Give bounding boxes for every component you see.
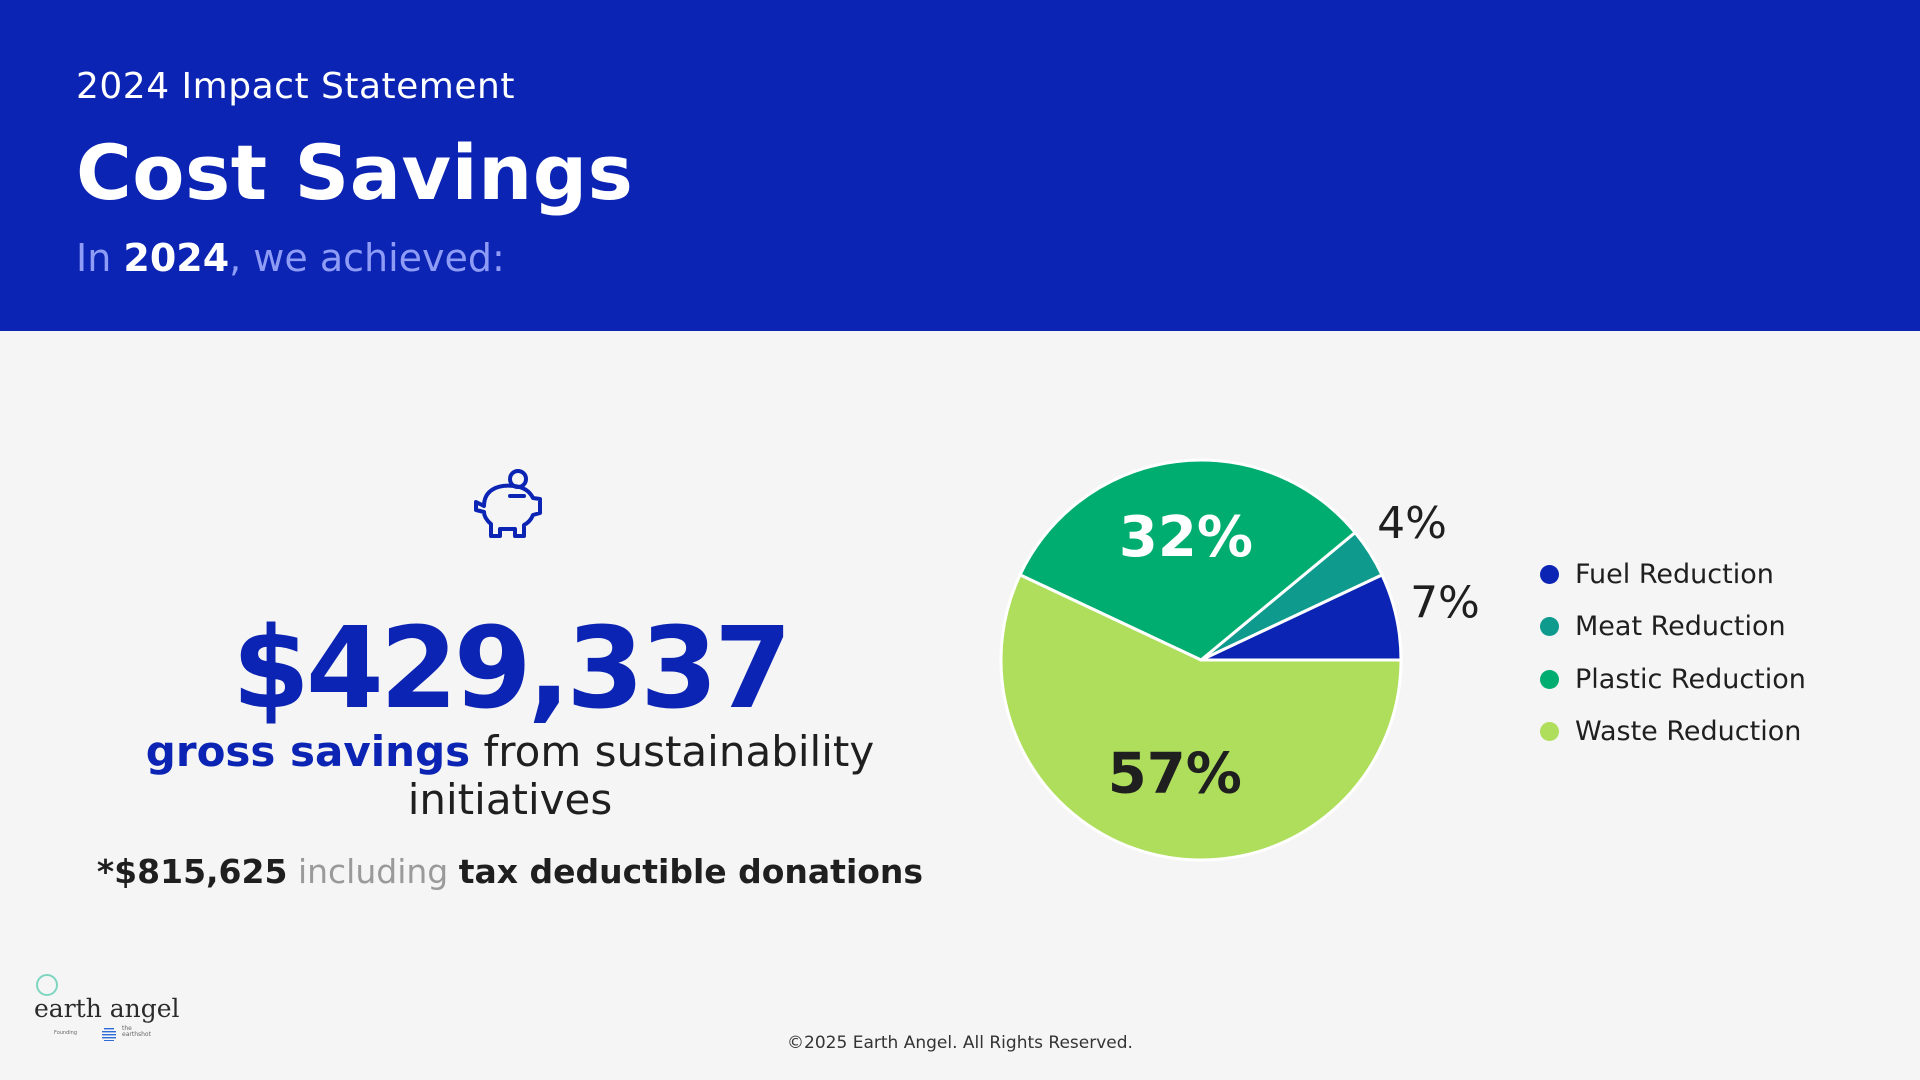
note-including: including — [287, 852, 459, 891]
donation-note: *$815,625 including tax deductible donat… — [0, 852, 1020, 891]
savings-pie-chart: 7% 4% 32% 57% — [999, 458, 1480, 862]
pie-label-fuel-reduction: 7% — [1410, 577, 1480, 628]
page-subtitle: In 2024, we achieved: — [76, 236, 505, 280]
legend-swatch — [1540, 722, 1559, 742]
pie-label-plastic-reduction: 32% — [1119, 505, 1253, 570]
logo-text: earth angel — [34, 994, 180, 1023]
note-amount: *$815,625 — [96, 852, 288, 891]
legend-label: Plastic Reduction — [1575, 663, 1806, 695]
legend-item: Fuel Reduction — [1540, 548, 1806, 601]
subtitle-prefix: In — [76, 236, 124, 280]
legend-label: Fuel Reduction — [1575, 558, 1774, 590]
legend-swatch — [1540, 617, 1559, 637]
logo-partner-brand: the earthshot — [122, 1025, 151, 1038]
page-title: Cost Savings — [76, 128, 634, 217]
legend-swatch — [1540, 564, 1559, 584]
legend-swatch — [1540, 669, 1559, 689]
legend-item: Waste Reduction — [1540, 706, 1806, 759]
footer-copyright: ©2025 Earth Angel. All Rights Reserved. — [787, 1033, 1133, 1053]
report-eyebrow: 2024 Impact Statement — [76, 66, 515, 107]
piggy-bank-icon — [474, 469, 542, 538]
earthshot-icon — [102, 1028, 116, 1041]
tagline-emphasis: gross savings — [145, 727, 471, 776]
tagline-rest: from sustainability initiatives — [407, 727, 875, 824]
legend-item: Meat Reduction — [1540, 601, 1806, 654]
pie-slice-plastic-reduction — [1018, 458, 1358, 662]
pie-slice-waste-reduction — [999, 572, 1403, 862]
pie-label-meat-reduction: 4% — [1377, 498, 1447, 549]
legend-item: Plastic Reduction — [1540, 653, 1806, 706]
legend-label: Waste Reduction — [1575, 716, 1802, 748]
pie-label-waste-reduction: 57% — [1108, 741, 1242, 806]
legend-label: Meat Reduction — [1575, 611, 1786, 643]
header-banner: 2024 Impact Statement Cost Savings In 20… — [0, 0, 1920, 331]
gross-savings-amount: $429,337 — [231, 604, 792, 734]
chart-legend: Fuel Reduction Meat Reduction Plastic Redu… — [1540, 548, 1806, 758]
savings-tagline: gross savings from sustainability initia… — [110, 728, 910, 824]
logo-ring — [36, 974, 58, 996]
logo-partner-label: Founding — [54, 1030, 78, 1036]
subtitle-year: 2024 — [123, 236, 230, 280]
logo-partner: Founding the earthshot — [54, 1026, 154, 1042]
earth-angel-logo: earth angel Founding the earthshot — [34, 974, 180, 1044]
subtitle-suffix: , we achieved: — [229, 236, 505, 280]
note-rest: tax deductible donations — [458, 852, 924, 891]
